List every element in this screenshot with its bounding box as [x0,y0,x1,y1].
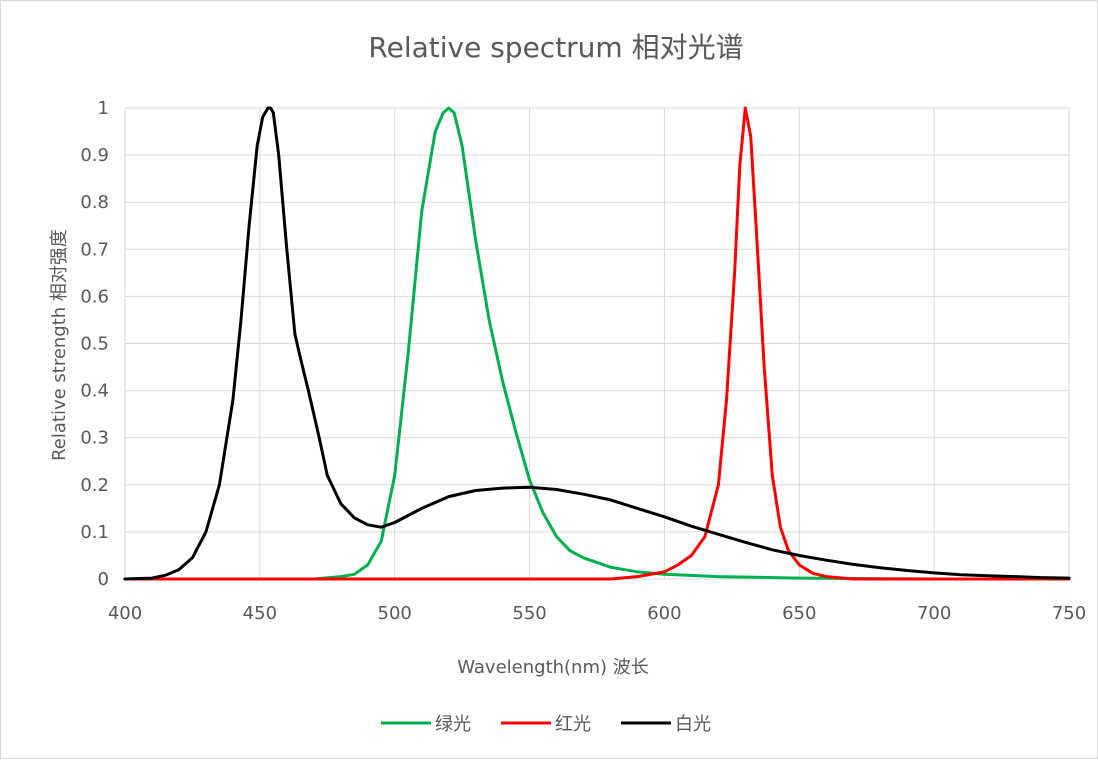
y-tick-label: 0.4 [80,381,109,402]
x-axis-tick-labels: 400 450 500 550 600 650 700 750 [108,603,1086,624]
legend-label-绿光: 绿光 [435,714,471,735]
series-line-绿光 [123,106,1071,581]
x-tick-label: 750 [1052,603,1086,624]
x-tick-label: 700 [917,603,951,624]
x-tick-label: 550 [512,603,546,624]
x-tick-label: 450 [243,603,277,624]
y-tick-label: 0.2 [80,475,109,496]
y-axis-tick-labels: 0 0.1 0.2 0.3 0.4 0.5 0.6 0.7 0.8 0.9 1 [80,98,109,590]
x-tick-label: 400 [108,603,142,624]
series-line-白光 [123,106,1071,581]
legend-label-红光: 红光 [555,714,591,735]
y-tick-label: 0.8 [80,192,109,213]
y-tick-label: 1 [98,98,109,119]
y-axis-label: Relative strength 相对强度 [49,229,70,461]
series-line-红光 [123,106,1071,581]
x-tick-label: 650 [782,603,816,624]
chart-title: Relative spectrum 相对光谱 [368,31,743,64]
gridlines [124,107,1070,580]
y-tick-label: 0 [98,569,109,590]
legend-label-白光: 白光 [675,714,711,735]
y-tick-label: 0.7 [80,239,109,260]
x-axis-label: Wavelength(nm) 波长 [457,657,649,678]
y-tick-label: 0.6 [80,286,109,307]
data-series [123,106,1071,581]
chart-legend: 绿光 红光 白光 [381,714,711,735]
y-tick-label: 0.5 [80,334,109,355]
y-tick-label: 0.9 [80,145,109,166]
x-tick-label: 600 [647,603,681,624]
y-tick-label: 0.1 [80,522,109,543]
x-tick-label: 500 [378,603,412,624]
y-tick-label: 0.3 [80,428,109,449]
